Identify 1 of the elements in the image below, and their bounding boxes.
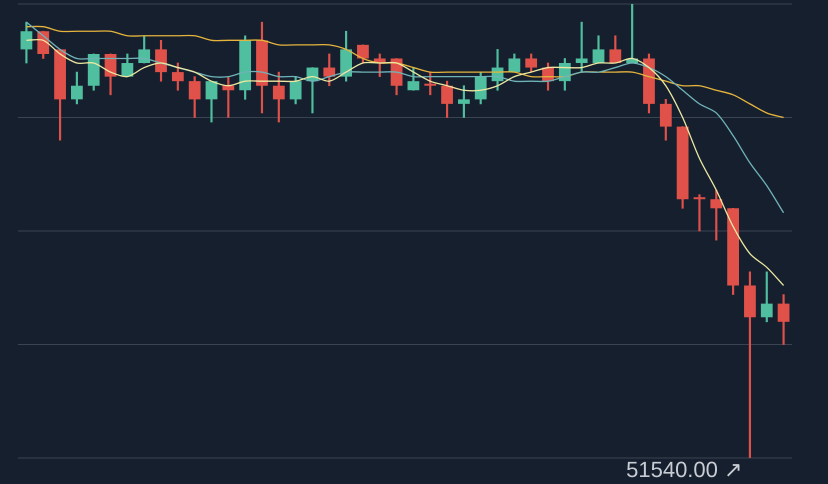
annotation: 51540.00 ↗ — [626, 457, 742, 482]
